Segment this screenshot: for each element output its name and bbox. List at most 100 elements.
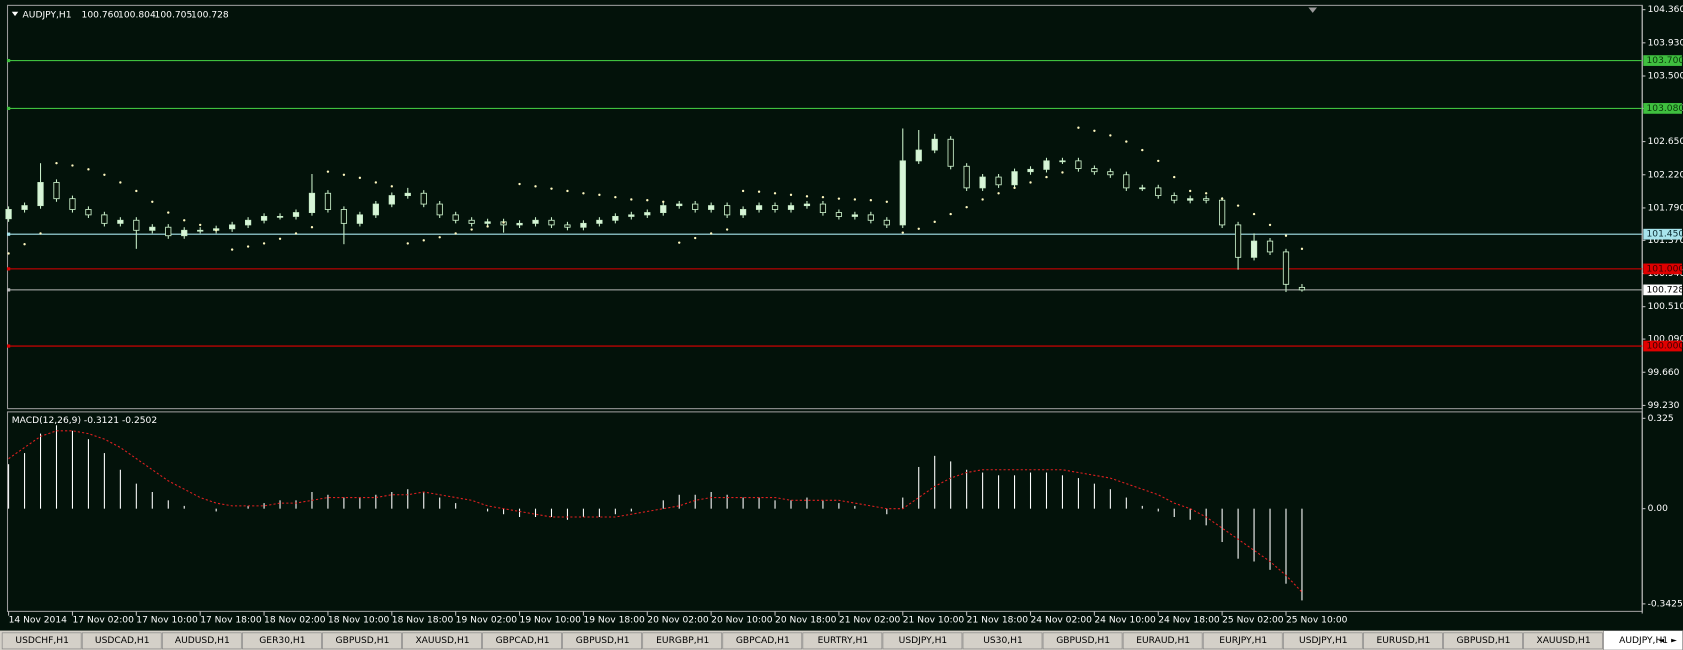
- sar-dot: [1284, 234, 1288, 237]
- sar-dot: [246, 245, 250, 248]
- sar-dot: [199, 223, 202, 227]
- tab[interactable]: [1, 632, 82, 650]
- tab-label[interactable]: GER30,H1: [259, 636, 305, 646]
- x-tick-label: 20 Nov 10:00: [711, 615, 773, 625]
- tab[interactable]: [161, 632, 242, 650]
- sar-dot: [773, 192, 777, 195]
- price-level-box: [1643, 55, 1682, 66]
- sar-dot: [949, 212, 952, 216]
- sar-dot: [39, 232, 42, 235]
- tab-label[interactable]: GBPCAD,H1: [496, 636, 550, 646]
- sar-dot: [614, 195, 617, 199]
- sar-dot: [470, 228, 473, 231]
- y-tick-label: 100.090: [1648, 335, 1683, 345]
- tab-label[interactable]: AUDJPY,H1: [1619, 636, 1668, 646]
- candle-body: [436, 203, 443, 216]
- tab-label[interactable]: XAUUSD,H1: [1536, 636, 1590, 646]
- sar-dot: [678, 241, 681, 244]
- tab[interactable]: [802, 632, 883, 650]
- candle-body: [53, 182, 60, 200]
- tab-label[interactable]: EURTRY,H1: [818, 636, 869, 646]
- sar-dot: [454, 232, 457, 235]
- sar-dot: [262, 242, 266, 245]
- candle-body: [244, 219, 252, 226]
- tab[interactable]: [642, 632, 723, 650]
- candle-body: [1075, 160, 1082, 170]
- tab[interactable]: [81, 632, 162, 650]
- sar-dot: [374, 181, 378, 184]
- y-tick-label: 99.660: [1648, 368, 1680, 378]
- x-tick-label: 24 Nov 10:00: [1094, 615, 1156, 625]
- tab[interactable]: [1443, 632, 1523, 650]
- sar-dot: [518, 182, 521, 186]
- sar-dot: [853, 198, 857, 201]
- sar-dot: [885, 200, 888, 203]
- sar-dot: [1252, 212, 1256, 216]
- tab-label[interactable]: GBPUSD,H1: [1056, 636, 1110, 646]
- candle-body: [899, 160, 906, 226]
- header-value: 100.760: [82, 11, 120, 21]
- tab[interactable]: [722, 632, 803, 650]
- tab-label[interactable]: GBPUSD,H1: [336, 636, 390, 646]
- candle-body: [5, 209, 12, 220]
- sar-dot: [566, 189, 569, 193]
- candle-body: [1155, 187, 1162, 197]
- tab-label[interactable]: USDCAD,H1: [95, 636, 150, 646]
- tab-label[interactable]: EURUSD,H1: [1377, 636, 1431, 646]
- scroll-right[interactable]: ►: [1671, 635, 1677, 644]
- price-level-box: [1643, 340, 1682, 352]
- candle-body: [117, 219, 124, 224]
- candle-body: [1282, 251, 1290, 285]
- tab[interactable]: [1202, 632, 1283, 650]
- candle-body: [468, 219, 475, 224]
- tab[interactable]: [402, 632, 482, 650]
- symbol-label: AUDJPY,H1: [23, 11, 72, 21]
- tab-label[interactable]: GBPCAD,H1: [736, 636, 790, 646]
- tab-label[interactable]: GBPUSD,H1: [576, 636, 630, 646]
- tab[interactable]: [562, 632, 642, 650]
- price-level-anchor: [6, 288, 11, 292]
- tab-label[interactable]: USDJPY,H1: [899, 636, 948, 646]
- candle-body: [596, 219, 603, 224]
- tab-label[interactable]: AUDUSD,H1: [175, 636, 230, 646]
- tab-label[interactable]: US30,H1: [983, 636, 1023, 646]
- sar-dot: [965, 205, 968, 209]
- candle-body: [388, 195, 395, 205]
- tab[interactable]: [242, 632, 322, 650]
- tab-label[interactable]: GBPUSD,H1: [1457, 636, 1511, 646]
- tab[interactable]: [882, 632, 963, 650]
- sar-dot: [646, 199, 649, 202]
- sar-dot: [1061, 171, 1064, 174]
- tab[interactable]: [962, 632, 1043, 650]
- tab-label[interactable]: USDCHF,H1: [15, 636, 68, 646]
- tab[interactable]: [1523, 632, 1603, 650]
- tab-label[interactable]: EURGBP,H1: [656, 636, 709, 646]
- sar-dot: [789, 193, 793, 196]
- sar-dot: [183, 219, 186, 222]
- tab-label[interactable]: XAUUSD,H1: [415, 636, 469, 646]
- x-tick-label: 19 Nov 10:00: [520, 615, 582, 625]
- sar-dot: [1125, 140, 1128, 143]
- x-tick-label: 18 Nov 02:00: [264, 615, 326, 625]
- candle-body: [995, 176, 1002, 186]
- sar-dot: [917, 227, 920, 230]
- tab[interactable]: [1122, 632, 1203, 650]
- tab[interactable]: [322, 632, 402, 650]
- tab-label[interactable]: EURAUD,H1: [1136, 636, 1190, 646]
- tab[interactable]: [1363, 632, 1443, 650]
- x-tick-label: 21 Nov 18:00: [967, 615, 1029, 625]
- sar-dot: [662, 200, 665, 203]
- price-level-label: 101.450: [1647, 230, 1683, 240]
- shift-marker: [1308, 7, 1317, 13]
- sar-dot: [151, 200, 154, 203]
- tab[interactable]: [482, 632, 562, 650]
- tab-label[interactable]: USDJPY,H1: [1299, 636, 1348, 646]
- tab[interactable]: [1282, 632, 1363, 650]
- price-level-label: 101.000: [1647, 264, 1683, 274]
- sar-dot: [1029, 181, 1032, 184]
- scroll-left[interactable]: ◄: [1658, 635, 1664, 644]
- tab-label[interactable]: EURJPY,H1: [1219, 636, 1267, 646]
- candle-body: [1234, 224, 1242, 258]
- tab[interactable]: [1042, 632, 1123, 650]
